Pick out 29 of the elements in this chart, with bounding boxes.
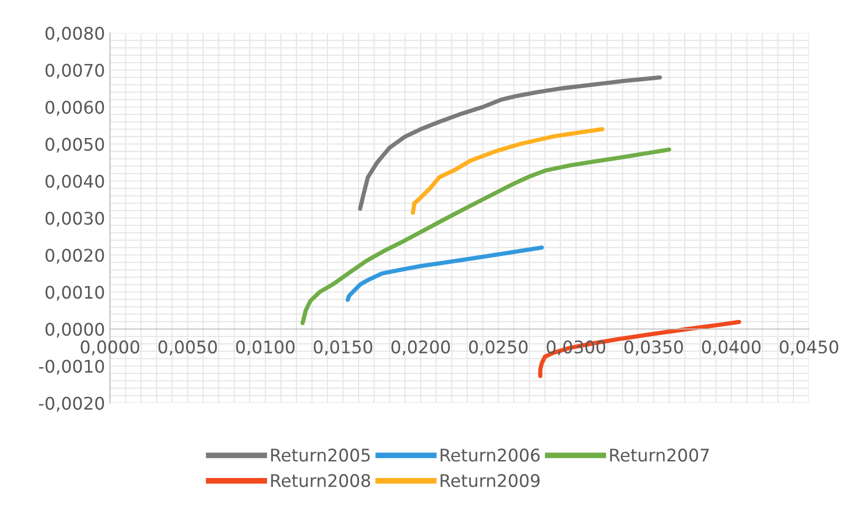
x-tick-label: 0,0450 (780, 340, 838, 356)
legend-label: Return2006 (440, 448, 540, 462)
line-series (300, 147, 672, 326)
x-tick-label: 0,0250 (469, 340, 528, 356)
y-tick-label: 0,0050 (46, 138, 104, 153)
y-tick-label: 0,0070 (46, 64, 104, 79)
y-tick-label: 0,0030 (46, 212, 104, 227)
legend-label: Return2008 (271, 474, 370, 488)
y-tick-label: 0,0040 (46, 174, 104, 190)
x-tick-label: 0,0150 (314, 340, 372, 356)
y-tick-label: -0,0020 (38, 396, 104, 412)
line-series (410, 127, 604, 215)
legend-label: Return2005 (271, 448, 370, 462)
legend-label: Return2009 (440, 474, 540, 488)
y-tick-label: -0,0010 (38, 360, 104, 375)
y-tick-label: 0,0060 (46, 100, 104, 116)
x-tick-label: 0,0050 (158, 340, 217, 356)
line-series (346, 246, 544, 302)
x-tick-label: 0,0000 (80, 340, 140, 356)
y-tick-label: 0,0020 (46, 248, 104, 264)
x-tick-label: 0,0400 (702, 340, 761, 356)
y-tick-label: 0,0010 (46, 286, 104, 301)
y-tick-label: 0,0000 (46, 322, 104, 338)
x-tick-label: 0,0200 (391, 340, 450, 356)
legend-label: Return2007 (610, 448, 709, 462)
line-series (358, 75, 662, 211)
y-tick-label: 0,0080 (46, 26, 104, 42)
x-tick-label: 0,0350 (624, 340, 683, 356)
x-tick-label: 0,0100 (236, 340, 295, 356)
